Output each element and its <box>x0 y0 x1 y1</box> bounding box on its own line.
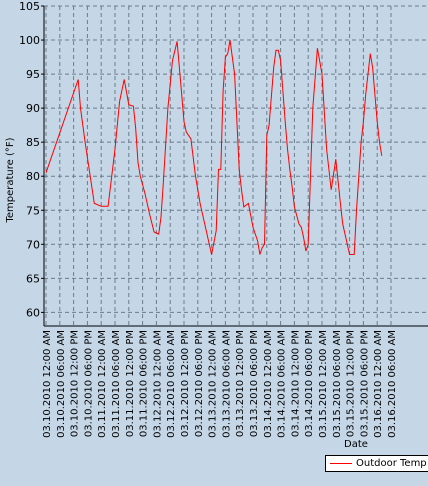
grid-lines <box>44 5 428 326</box>
x-tick-label: 03.16.2010 12:00 AM <box>373 330 384 438</box>
legend-swatch-outdoor-temp <box>330 463 352 464</box>
x-tick-label: 03.10.2010 12:00 PM <box>70 330 81 437</box>
y-axis-label: Temperature (°F) <box>5 137 16 223</box>
x-tick-label: 03.13.2010 12:00 AM <box>208 330 219 438</box>
x-tick-label: 03.13.2010 12:00 PM <box>235 330 246 437</box>
y-tick-label: 85 <box>26 136 40 149</box>
x-tick-label: 03.12.2010 12:00 PM <box>180 330 191 437</box>
y-tick-label: 60 <box>26 306 40 319</box>
x-tick-label: 03.11.2010 06:00 PM <box>139 330 150 437</box>
x-tick-label: 03.14.2010 06:00 PM <box>304 330 315 437</box>
axes <box>43 6 428 327</box>
x-tick-label: 03.13.2010 06:00 AM <box>221 330 232 438</box>
legend-label-outdoor-temp: Outdoor Temp <box>356 458 427 469</box>
x-tick-label: 03.11.2010 12:00 AM <box>97 330 108 438</box>
x-tick-label: 03.11.2010 06:00 AM <box>111 330 122 438</box>
x-tick-labels: 03.10.2010 12:00 AM 03.10.2010 06:00 AM 03… <box>42 330 398 438</box>
x-tick-label: 03.11.2010 12:00 PM <box>125 330 136 437</box>
x-tick-label: 03.15.2010 12:00 PM <box>346 330 357 437</box>
y-tick-label: 105 <box>19 0 40 13</box>
x-tick-label: 03.10.2010 06:00 AM <box>56 330 67 438</box>
plot-background <box>44 6 428 326</box>
x-tick-label: 03.13.2010 06:00 PM <box>249 330 260 437</box>
legend: Outdoor Temp <box>325 455 428 472</box>
x-tick-label: 03.14.2010 06:00 AM <box>277 330 288 438</box>
series-lines <box>45 39 383 255</box>
y-tick-label: 75 <box>26 204 40 217</box>
x-tick-label: 03.14.2010 12:00 PM <box>290 330 301 437</box>
y-tick-labels: 60 65 70 75 80 85 90 95 100 105 <box>19 0 44 319</box>
x-axis-label: Date <box>344 439 368 450</box>
x-tick-label: 03.15.2010 12:00 AM <box>318 330 329 438</box>
series-line-outdoor-temp <box>45 39 383 255</box>
x-tick-label: 03.12.2010 12:00 AM <box>152 330 163 438</box>
y-tick-label: 65 <box>26 272 40 285</box>
y-tick-label: 100 <box>19 34 40 47</box>
x-tick-label: 03.10.2010 06:00 PM <box>83 330 94 437</box>
x-tick-label: 03.10.2010 12:00 AM <box>42 330 53 438</box>
y-tick-label: 80 <box>26 170 40 183</box>
y-tick-label: 95 <box>26 68 40 81</box>
x-tick-label: 03.16.2010 06:00 AM <box>387 330 398 438</box>
x-tick-label: 03.12.2010 06:00 PM <box>194 330 205 437</box>
x-tick-label: 03.14.2010 12:00 AM <box>263 330 274 438</box>
y-tick-label: 90 <box>26 102 40 115</box>
x-tick-label: 03.15.2010 06:00 AM <box>332 330 343 438</box>
x-tick-label: 03.15.2010 06:00 PM <box>359 330 370 437</box>
y-tick-label: 70 <box>26 238 40 251</box>
x-tick-label: 03.12.2010 06:00 AM <box>166 330 177 438</box>
